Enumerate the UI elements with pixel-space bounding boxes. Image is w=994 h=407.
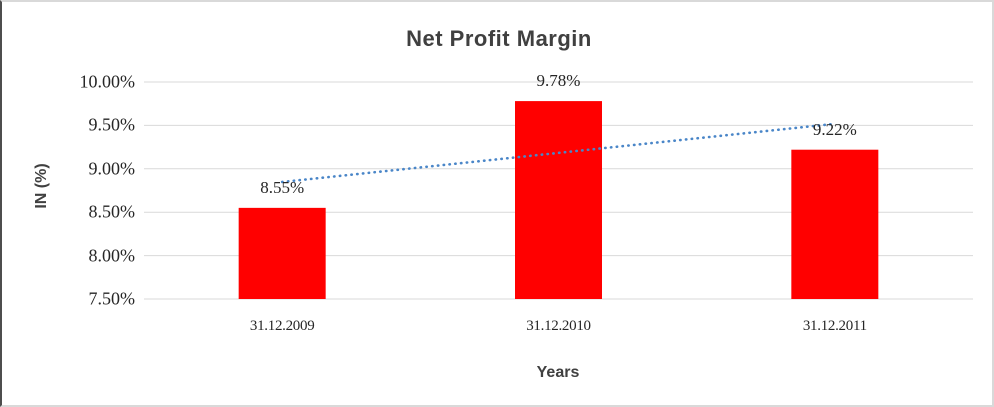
- y-tick-label: 9.50%: [88, 114, 136, 135]
- x-axis-title: Years: [536, 364, 580, 381]
- x-tick-label: 31.12.2009: [249, 318, 315, 334]
- x-tick-label: 31.12.2011: [802, 318, 867, 334]
- data-label: 9.78%: [536, 71, 581, 91]
- bar-31.12.2011: [791, 149, 879, 299]
- trendline: [280, 122, 837, 184]
- bar-31.12.2009: [238, 207, 326, 299]
- bar-31.12.2010: [515, 101, 602, 299]
- data-label: 9.22%: [812, 119, 857, 139]
- x-tick-label: 31.12.2010: [526, 318, 591, 334]
- y-tick-label: 8.50%: [88, 201, 136, 222]
- y-tick-label: 10.00%: [79, 71, 136, 92]
- y-tick-label: 8.00%: [88, 245, 136, 266]
- y-tick-label: 7.50%: [88, 288, 136, 309]
- data-label: 8.55%: [260, 177, 305, 197]
- y-tick-label: 9.00%: [88, 158, 136, 179]
- chart-title: Net Profit Margin: [406, 26, 592, 51]
